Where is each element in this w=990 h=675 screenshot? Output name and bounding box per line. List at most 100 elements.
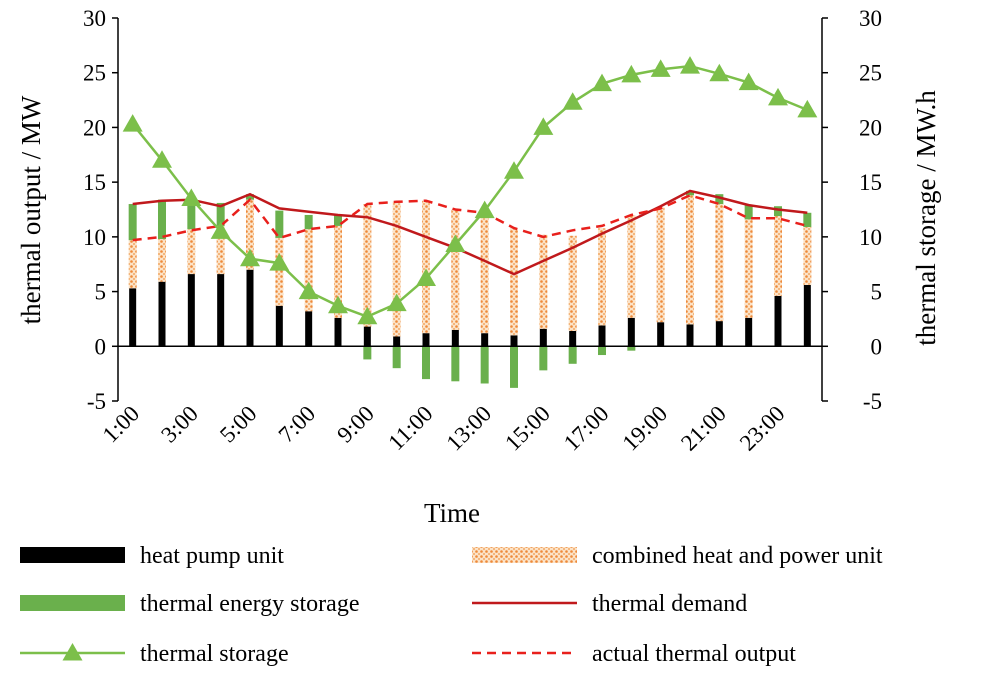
x-tick-label: 17:00 <box>559 401 614 456</box>
bar-chp <box>627 214 636 318</box>
x-tick-label: 9:00 <box>332 401 379 448</box>
bar-heat-pump <box>627 317 635 347</box>
bar-chp <box>422 200 430 334</box>
bar-chp <box>304 229 313 312</box>
y2-tick-label: 25 <box>859 61 882 86</box>
y-tick-label: 20 <box>83 115 106 140</box>
y2-axis-label: thermal storage / MW.h <box>911 90 941 346</box>
bar-chp <box>334 225 342 318</box>
legend-swatch-chp <box>472 547 577 563</box>
bar-heat-pump <box>129 288 137 347</box>
bar-thermal-energy-storage <box>480 346 489 384</box>
bar-thermal-energy-storage <box>686 190 694 196</box>
x-tick-label: 7:00 <box>274 401 321 448</box>
x-tick-label: 21:00 <box>676 401 731 456</box>
bar-chp <box>363 204 372 327</box>
point-thermal-storage <box>650 59 671 77</box>
y-tick-label: 5 <box>95 280 107 305</box>
point-thermal-storage <box>797 99 818 118</box>
point-thermal-storage <box>680 56 700 74</box>
bar-thermal-energy-storage <box>510 346 518 388</box>
bar-thermal-energy-storage <box>422 346 430 380</box>
y-axis-label: thermal output / MW <box>16 95 46 324</box>
point-thermal-storage <box>768 87 788 106</box>
x-tick-label: 3:00 <box>156 401 203 448</box>
series-line-thermal-storage <box>131 64 808 319</box>
point-thermal-storage <box>592 73 612 92</box>
bar-heat-pump <box>363 326 371 347</box>
point-thermal-storage <box>445 234 466 253</box>
legend-label-tes: thermal energy storage <box>140 591 359 617</box>
bar-heat-pump <box>510 335 518 347</box>
bar-heat-pump <box>715 321 723 347</box>
bar-heat-pump <box>539 328 547 347</box>
legend-marker-thermal-storage <box>62 643 83 661</box>
point-thermal-storage <box>269 253 290 271</box>
legend-label-storage: thermal storage <box>140 641 289 667</box>
bar-thermal-energy-storage <box>392 346 401 369</box>
point-thermal-storage <box>122 114 143 132</box>
x-tick-label: 23:00 <box>735 401 790 456</box>
legend-label-actual: actual thermal output <box>592 641 796 667</box>
bar-thermal-energy-storage <box>451 346 460 382</box>
y2-tick-label: 5 <box>871 280 883 305</box>
bar-chp <box>598 228 606 326</box>
bar-thermal-energy-storage <box>774 206 782 217</box>
bar-heat-pump <box>393 336 401 347</box>
series-line-actual-thermal-output <box>132 193 808 242</box>
x-axis-label: Time <box>424 498 480 528</box>
bar-thermal-energy-storage <box>334 214 342 226</box>
series-line-thermal-demand <box>132 189 808 276</box>
point-thermal-storage <box>504 161 524 179</box>
point-thermal-storage <box>738 72 759 91</box>
bar-thermal-energy-storage <box>715 194 724 205</box>
bar-chp <box>803 227 812 286</box>
bar-heat-pump <box>569 330 577 347</box>
bar-chp <box>392 201 401 337</box>
bar-chp <box>774 216 782 296</box>
legend-item-demand: thermal demand <box>472 591 747 617</box>
y-tick-label: 0 <box>95 334 107 359</box>
legend-label-hp: heat pump unit <box>140 543 284 569</box>
point-thermal-storage <box>416 268 436 286</box>
bar-thermal-energy-storage <box>187 198 196 230</box>
bar-heat-pump <box>246 269 254 347</box>
point-thermal-storage <box>474 200 495 219</box>
y-tick-label: 10 <box>83 225 106 250</box>
point-thermal-storage <box>562 92 583 110</box>
bar-chp <box>686 195 694 325</box>
point-thermal-storage <box>210 221 231 239</box>
bar-heat-pump <box>451 329 459 347</box>
bar-heat-pump <box>305 311 313 347</box>
y-tick-label: 15 <box>83 170 106 195</box>
point-thermal-storage <box>328 295 348 314</box>
bar-thermal-energy-storage <box>363 346 372 360</box>
legend-swatch-thermal-energy-storage <box>20 595 125 611</box>
bar-thermal-energy-storage <box>216 202 225 226</box>
bar-chp <box>480 212 489 334</box>
bar-chp <box>510 228 518 336</box>
bar-chp <box>158 239 166 282</box>
legend-item-chp: combined heat and power unit <box>472 543 883 569</box>
x-tick-label: 19:00 <box>617 401 672 456</box>
bar-heat-pump <box>275 305 283 347</box>
bar-heat-pump <box>334 317 342 347</box>
point-thermal-storage <box>709 63 730 82</box>
legend-item-actual: actual thermal output <box>472 641 796 667</box>
y2-tick-label: -5 <box>863 389 882 414</box>
bar-thermal-energy-storage <box>246 194 254 200</box>
bar-chp <box>275 237 284 306</box>
bar-thermal-energy-storage <box>598 346 606 356</box>
bar-chp <box>568 235 577 331</box>
bar-chp <box>216 225 225 275</box>
point-thermal-storage <box>357 306 378 325</box>
y-tick-label: 30 <box>83 6 106 31</box>
point-thermal-storage <box>386 293 407 312</box>
bar-chp <box>744 219 753 318</box>
x-tick-label: 11:00 <box>383 401 437 455</box>
bar-heat-pump <box>187 274 195 347</box>
bar-chp <box>656 207 665 323</box>
bar-thermal-energy-storage <box>275 210 284 238</box>
bar-heat-pump <box>422 333 430 347</box>
